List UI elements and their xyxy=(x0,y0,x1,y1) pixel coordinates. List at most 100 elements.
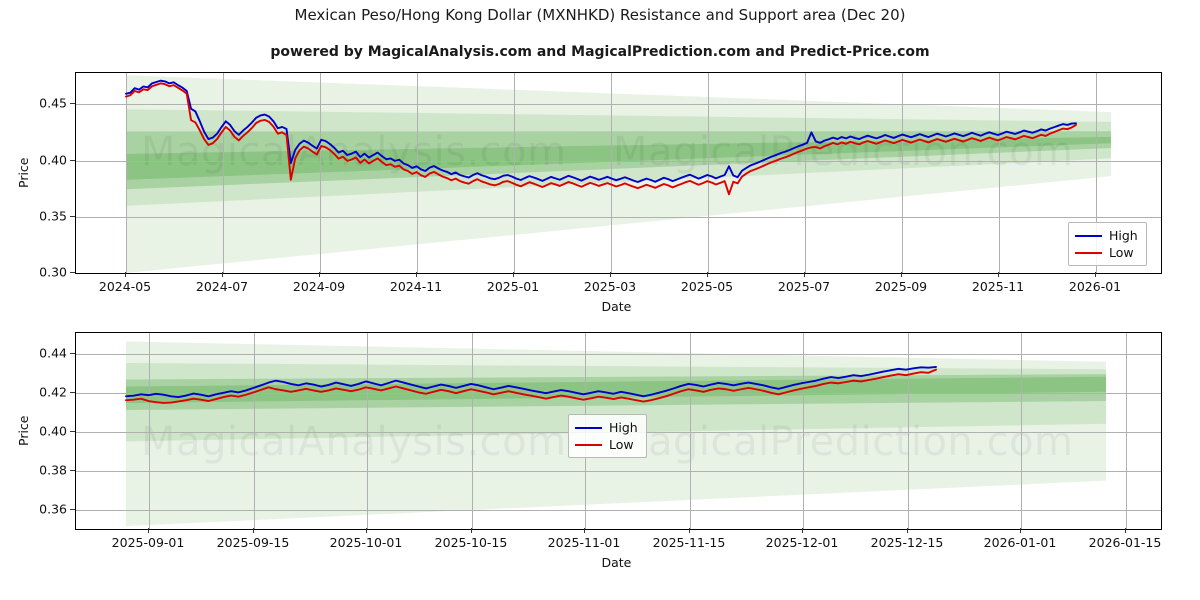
detail-xtick-label-8: 2026-01-01 xyxy=(983,535,1057,550)
detail-xtick-mark-4 xyxy=(584,528,585,533)
overview-xtick-mark-6 xyxy=(707,272,708,277)
overview-xtick-label-8: 2025-09 xyxy=(874,279,928,294)
detail-gridline-v-0 xyxy=(149,333,150,529)
overview-legend-label-high: High xyxy=(1109,228,1138,243)
detail-xtick-mark-3 xyxy=(471,528,472,533)
detail-xtick-label-7: 2025-12-15 xyxy=(870,535,944,550)
overview-gridline-h-3 xyxy=(76,104,1161,106)
overview-series-layer xyxy=(125,79,1077,196)
detail-gridline-v-7 xyxy=(908,333,909,529)
detail-ytick-label-4: 0.44 xyxy=(39,345,67,361)
detail-ytick-mark-0 xyxy=(70,509,75,511)
detail-ytick-mark-4 xyxy=(70,352,75,354)
detail-gridline-v-1 xyxy=(254,333,255,529)
detail-ytick-mark-3 xyxy=(70,391,75,393)
detail-xtick-mark-8 xyxy=(1020,528,1021,533)
overview-xtick-label-6: 2025-05 xyxy=(680,279,734,294)
detail-series-high xyxy=(125,365,937,399)
detail-xtick-label-3: 2025-10-15 xyxy=(434,535,508,550)
overview-xtick-mark-2 xyxy=(319,272,320,277)
overview-series-low xyxy=(125,82,1077,196)
legend-swatch-low-icon xyxy=(1075,251,1102,254)
overview-gridline-v-1 xyxy=(223,73,224,273)
page-title: Mexican Peso/Hong Kong Dollar (MXNHKD) R… xyxy=(294,6,906,24)
detail-xtick-mark-2 xyxy=(366,528,367,533)
overview-xtick-mark-7 xyxy=(804,272,805,277)
overview-xtick-mark-9 xyxy=(998,272,999,277)
detail-ytick-label-3: 0.42 xyxy=(39,384,67,400)
detail-gridline-v-8 xyxy=(1021,333,1022,529)
overview-xtick-label-10: 2026-01 xyxy=(1068,279,1122,294)
overview-gridline-v-4 xyxy=(514,73,515,273)
overview-legend-item-low[interactable]: Low xyxy=(1075,244,1138,261)
detail-series-low xyxy=(125,368,937,404)
detail-xtick-mark-6 xyxy=(802,528,803,533)
overview-legend[interactable]: High Low xyxy=(1068,222,1147,266)
detail-xtick-label-2: 2025-10-01 xyxy=(329,535,403,550)
overview-gridline-h-1 xyxy=(76,216,1161,218)
detail-gridline-v-5 xyxy=(690,333,691,529)
detail-legend[interactable]: High Low xyxy=(568,414,647,458)
detail-legend-label-low: Low xyxy=(609,437,634,452)
legend-swatch-low-icon xyxy=(575,443,602,446)
overview-xtick-mark-1 xyxy=(222,272,223,277)
overview-xtick-label-5: 2025-03 xyxy=(583,279,637,294)
overview-xtick-label-2: 2024-09 xyxy=(292,279,346,294)
overview-ytick-mark-1 xyxy=(70,215,75,217)
detail-ytick-mark-2 xyxy=(70,430,75,432)
detail-xtick-mark-0 xyxy=(148,528,149,533)
overview-gridline-v-0 xyxy=(126,73,127,273)
detail-gridline-v-3 xyxy=(472,333,473,529)
band-core xyxy=(126,136,1111,180)
band-core xyxy=(126,376,1106,403)
overview-series-high xyxy=(125,79,1077,183)
detail-xtick-mark-1 xyxy=(253,528,254,533)
overview-ytick-label-0: 0.30 xyxy=(39,264,67,280)
detail-legend-item-low[interactable]: Low xyxy=(575,436,638,453)
overview-legend-item-high[interactable]: High xyxy=(1075,227,1138,244)
detail-ytick-label-0: 0.36 xyxy=(39,501,67,517)
overview-xtick-mark-4 xyxy=(513,272,514,277)
detail-gridline-h-4 xyxy=(76,353,1161,355)
overview-ytick-label-2: 0.40 xyxy=(39,152,67,168)
overview-ytick-label-3: 0.45 xyxy=(39,95,67,111)
page-subtitle: powered by MagicalAnalysis.com and Magic… xyxy=(270,44,930,60)
detail-xtick-label-6: 2025-12-01 xyxy=(765,535,839,550)
overview-xtick-mark-0 xyxy=(125,272,126,277)
overview-ytick-label-1: 0.35 xyxy=(39,208,67,224)
overview-xaxis-label: Date xyxy=(601,299,632,314)
detail-xtick-label-4: 2025-11-01 xyxy=(547,535,621,550)
overview-xtick-label-9: 2025-11 xyxy=(971,279,1025,294)
detail-xtick-mark-7 xyxy=(907,528,908,533)
detail-ytick-label-2: 0.40 xyxy=(39,423,67,439)
detail-xtick-mark-9 xyxy=(1125,528,1126,533)
overview-gridline-v-9 xyxy=(999,73,1000,273)
overview-ytick-mark-2 xyxy=(70,159,75,161)
detail-xtick-label-9: 2026-01-15 xyxy=(1088,535,1162,550)
detail-gridline-v-6 xyxy=(803,333,804,529)
detail-gridline-h-0 xyxy=(76,510,1161,512)
detail-legend-item-high[interactable]: High xyxy=(575,419,638,436)
overview-xtick-label-0: 2024-05 xyxy=(98,279,152,294)
overview-gridline-v-10 xyxy=(1096,73,1097,273)
overview-xtick-label-3: 2024-11 xyxy=(389,279,443,294)
detail-xtick-label-5: 2025-11-15 xyxy=(652,535,726,550)
legend-swatch-high-icon xyxy=(575,426,602,429)
overview-gridline-h-2 xyxy=(76,160,1161,162)
detail-ytick-mark-1 xyxy=(70,470,75,472)
overview-xtick-label-7: 2025-07 xyxy=(777,279,831,294)
detail-series-layer xyxy=(125,365,937,404)
detail-ytick-label-1: 0.38 xyxy=(39,462,67,478)
overview-gridline-v-2 xyxy=(320,73,321,273)
detail-gridline-h-1 xyxy=(76,471,1161,473)
overview-xtick-mark-8 xyxy=(901,272,902,277)
overview-xtick-label-4: 2025-01 xyxy=(486,279,540,294)
detail-xtick-label-1: 2025-09-15 xyxy=(216,535,290,550)
overview-xtick-mark-10 xyxy=(1095,272,1096,277)
overview-gridline-v-8 xyxy=(902,73,903,273)
overview-xtick-mark-5 xyxy=(610,272,611,277)
detail-gridline-v-2 xyxy=(367,333,368,529)
overview-ytick-mark-3 xyxy=(70,103,75,105)
